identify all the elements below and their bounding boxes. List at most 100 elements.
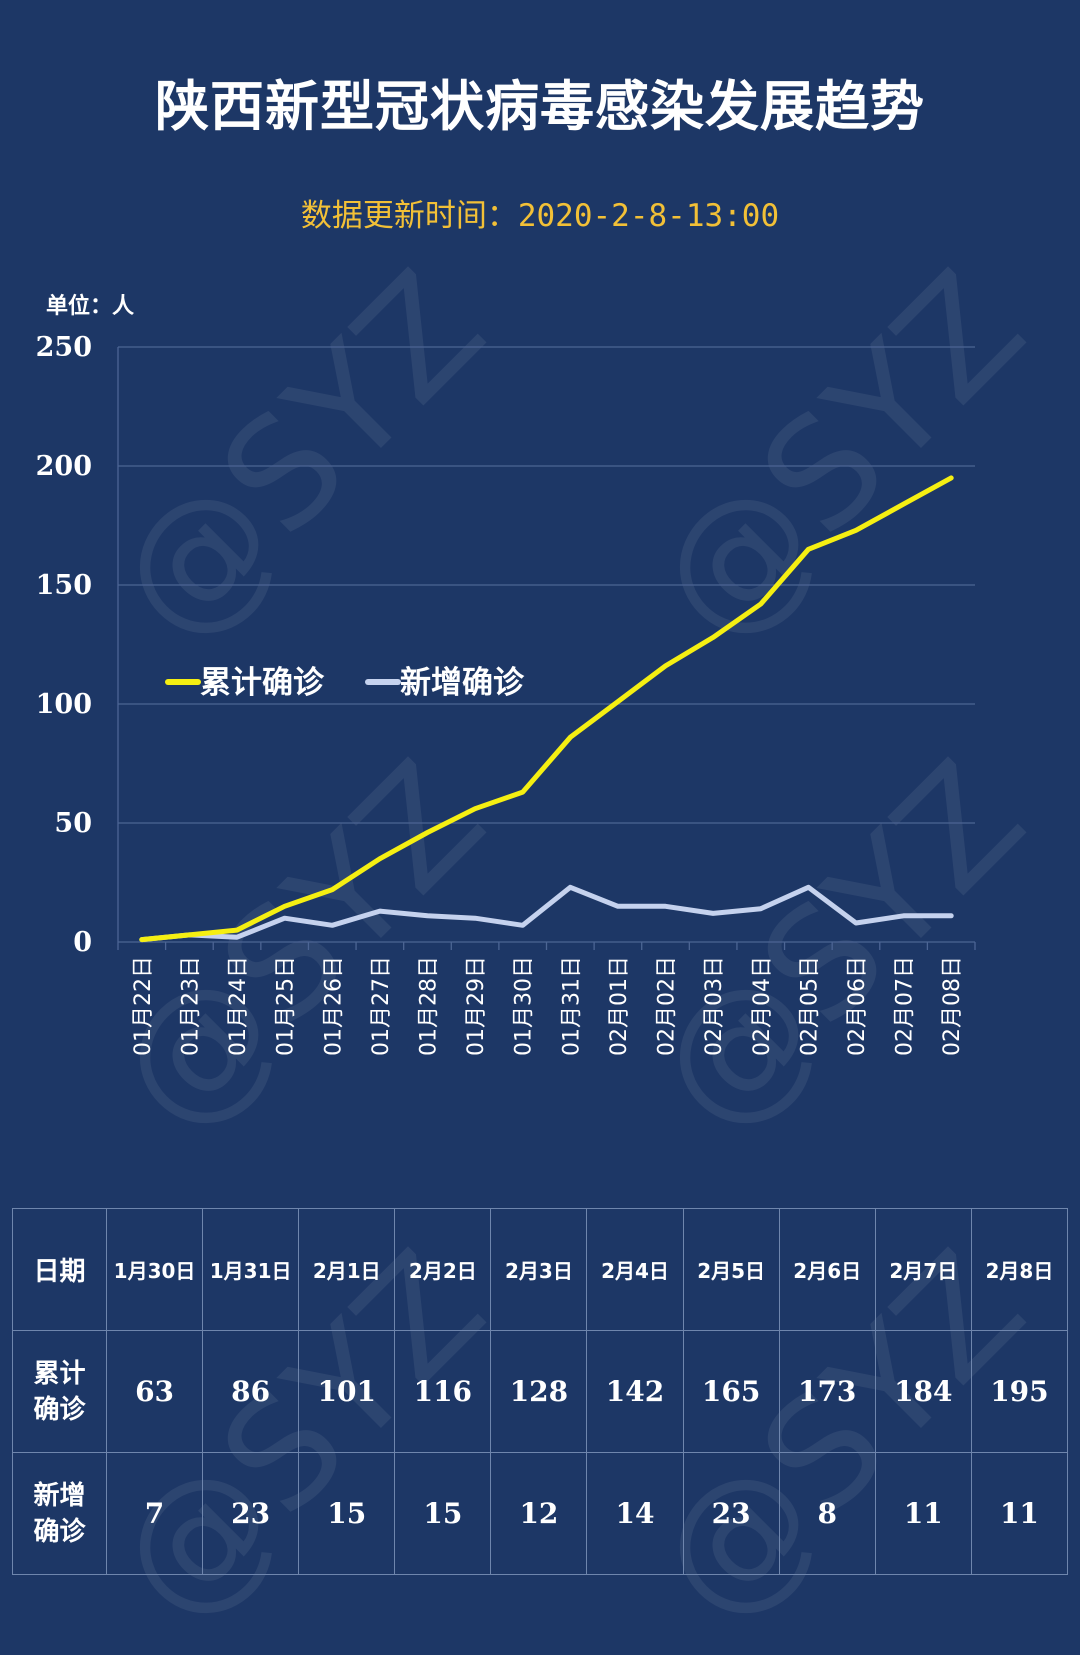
- data-point-new: [711, 911, 716, 916]
- legend-label-new: 新增确诊: [400, 665, 525, 701]
- data-point-cumulative: [473, 806, 478, 811]
- table-header-row: 日期 1月30日 1月31日 2月1日 2月2日 2月3日 2月4日 2月5日 2月6日 2月7日…: [12, 1208, 1069, 1331]
- table-cell: 63: [105, 1330, 204, 1453]
- data-point-new: [901, 913, 906, 918]
- unit-label: 单位：人: [46, 294, 135, 319]
- data-point-cumulative: [758, 602, 763, 607]
- data-point-new: [425, 913, 430, 918]
- table-header-label: 日期: [12, 1208, 107, 1331]
- table-date-header: 2月1日: [298, 1208, 396, 1331]
- table-cell: 15: [298, 1452, 396, 1575]
- table-cell: 11: [874, 1452, 972, 1575]
- table-date-header: 2月6日: [778, 1208, 876, 1331]
- data-point-cumulative: [520, 790, 525, 795]
- data-point-cumulative: [853, 528, 858, 533]
- y-tick-label: 200: [36, 451, 92, 482]
- line-chart: 0 50 100 150 200 250 01月22日 01月23日 01月24日 01月25日 0…: [36, 332, 976, 1056]
- data-point-cumulative: [235, 928, 240, 933]
- x-tick-label: 01月28日: [416, 956, 441, 1056]
- row-label-line: 新增: [33, 1480, 86, 1511]
- data-point-new: [520, 923, 525, 928]
- table-cell: 165: [682, 1330, 780, 1453]
- table-cell: 23: [682, 1452, 780, 1575]
- table-cell: 116: [394, 1330, 492, 1453]
- table-cell: 12: [490, 1452, 588, 1575]
- table-cell: 11: [970, 1452, 1069, 1575]
- data-point-new: [663, 904, 668, 909]
- table-date-header: 2月2日: [394, 1208, 492, 1331]
- x-tick-label: 01月23日: [178, 956, 203, 1056]
- data-point-cumulative: [568, 735, 573, 740]
- table-cell: 173: [778, 1330, 876, 1453]
- table-date-header: 2月4日: [586, 1208, 684, 1331]
- table-cell: 23: [202, 1452, 300, 1575]
- data-point-cumulative: [901, 502, 906, 507]
- y-tick-label: 50: [54, 808, 92, 839]
- table-cell: 7: [105, 1452, 204, 1575]
- x-tick-label: 01月22日: [131, 956, 156, 1056]
- data-point-new: [949, 913, 954, 918]
- x-tick-label: 02月05日: [797, 956, 822, 1056]
- table-row-label: 新增 确诊: [12, 1452, 107, 1575]
- table-cell: 101: [298, 1330, 396, 1453]
- x-tick-label: 01月27日: [369, 956, 394, 1056]
- x-tick-label: 01月25日: [274, 956, 299, 1056]
- series-line-cumulative: [139, 475, 954, 943]
- data-point-new: [473, 916, 478, 921]
- data-point-new: [615, 904, 620, 909]
- data-point-cumulative: [806, 547, 811, 552]
- table-date-header: 2月7日: [874, 1208, 972, 1331]
- table-cell: 15: [394, 1452, 492, 1575]
- x-tick-label: 02月03日: [702, 956, 727, 1056]
- table-date-header: 1月31日: [202, 1208, 300, 1331]
- data-point-new: [377, 909, 382, 914]
- table-cell: 14: [586, 1452, 684, 1575]
- data-point-cumulative: [663, 663, 668, 668]
- table-cell: 195: [970, 1330, 1069, 1453]
- data-point-new: [282, 916, 287, 921]
- table-row-label: 累计 确诊: [12, 1330, 107, 1453]
- x-tick-label: 01月30日: [512, 956, 537, 1056]
- series-line-new: [139, 884, 954, 943]
- data-point-new: [853, 920, 858, 925]
- row-label-line: 确诊: [33, 1516, 86, 1547]
- data-point-new: [568, 885, 573, 890]
- data-point-cumulative: [330, 887, 335, 892]
- data-point-cumulative: [711, 635, 716, 640]
- data-point-cumulative: [949, 475, 954, 480]
- row-label-line: 累计: [33, 1358, 86, 1389]
- data-table: 日期 1月30日 1月31日 2月1日 2月2日 2月3日 2月4日 2月5日 2月6日 2月7日…: [12, 1208, 1069, 1575]
- data-point-cumulative: [615, 699, 620, 704]
- table-cell: 8: [778, 1452, 876, 1575]
- data-point-new: [235, 935, 240, 940]
- row-label-line: 确诊: [33, 1394, 86, 1425]
- x-tick-label: 02月01日: [607, 956, 632, 1056]
- x-tick-label: 02月08日: [940, 956, 965, 1056]
- data-point-cumulative: [282, 904, 287, 909]
- x-tick-label: 02月06日: [845, 956, 870, 1056]
- y-tick-label: 0: [73, 927, 92, 958]
- table-row: 累计 确诊 63 86 101 116 128 142 165 173 184 195: [12, 1330, 1069, 1453]
- x-tick-label: 01月26日: [321, 956, 346, 1056]
- x-tick-label: 02月04日: [750, 956, 775, 1056]
- table-date-header: 2月3日: [490, 1208, 588, 1331]
- data-point-cumulative: [187, 932, 192, 937]
- table-cell: 128: [490, 1330, 588, 1453]
- table-date-header: 2月5日: [682, 1208, 780, 1331]
- data-point-cumulative: [139, 937, 144, 942]
- x-tick-label: 01月24日: [226, 956, 251, 1056]
- table-cell: 142: [586, 1330, 684, 1453]
- x-tick-label: 02月02日: [655, 956, 680, 1056]
- data-point-cumulative: [377, 856, 382, 861]
- table-row: 新增 确诊 7 23 15 15 12 14 23 8 11 11: [12, 1452, 1069, 1575]
- table-date-header: 1月30日: [105, 1208, 204, 1331]
- x-tick-label: 01月31日: [559, 956, 584, 1056]
- data-point-new: [758, 906, 763, 911]
- data-point-new: [806, 885, 811, 890]
- data-point-new: [330, 923, 335, 928]
- legend-label-cumulative: 累计确诊: [200, 665, 325, 701]
- table-date-header: 2月8日: [970, 1208, 1069, 1331]
- x-tick-label: 02月07日: [893, 956, 918, 1056]
- y-tick-label: 250: [36, 332, 92, 363]
- x-tick-label: 01月29日: [464, 956, 489, 1056]
